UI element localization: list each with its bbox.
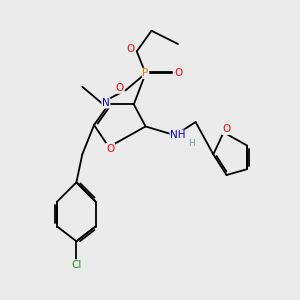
Text: NH: NH (170, 130, 186, 140)
Text: O: O (116, 83, 124, 93)
Text: O: O (126, 44, 134, 54)
Text: O: O (222, 124, 231, 134)
Text: N: N (102, 98, 110, 108)
Text: Cl: Cl (71, 260, 82, 270)
Text: H: H (188, 139, 195, 148)
Text: O: O (106, 143, 114, 154)
Text: O: O (174, 68, 183, 78)
Text: P: P (142, 68, 149, 78)
